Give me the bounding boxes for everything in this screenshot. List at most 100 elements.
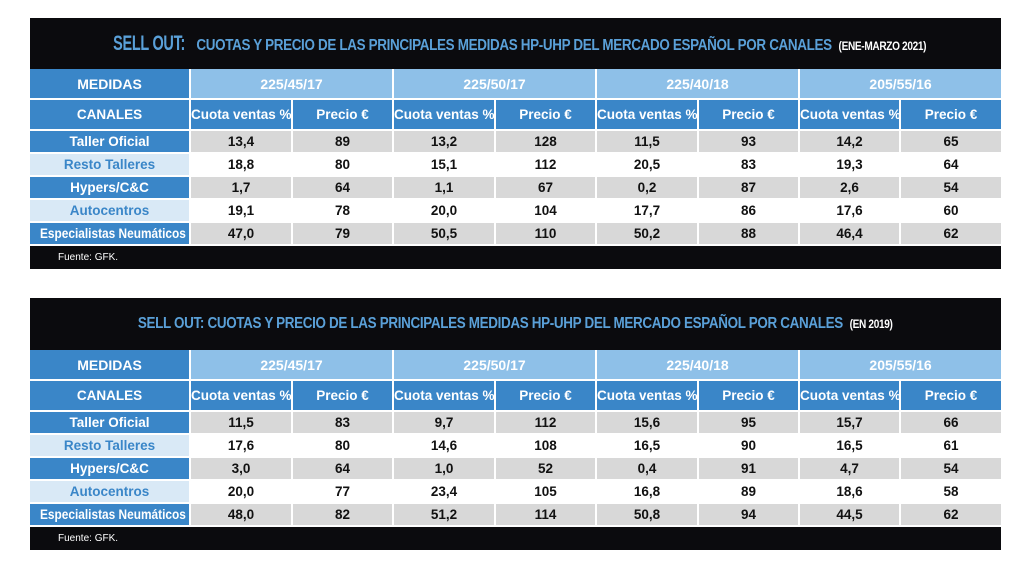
cell: 50,5 [393,222,497,246]
precio-header: Precio € [495,99,598,131]
cell: 1,1 [393,176,497,200]
cell: 17,7 [596,199,700,223]
cell: 1,7 [190,176,293,200]
cell: 44,5 [799,503,902,527]
cell: 78 [292,199,395,223]
cell: 16,5 [799,434,902,458]
table-row: Especialistas Neumáticos 47,0 79 50,5 11… [30,222,1002,246]
table-row: Hypers/C&C 1,7 64 1,1 67 0,2 87 2,6 54 [30,176,1002,200]
title-prefix: SELL OUT: [138,315,205,332]
cell: 1,0 [393,457,497,481]
title-prefix: SELL OUT: [112,31,185,55]
cell: 17,6 [190,434,293,458]
precio-header: Precio € [900,99,1002,131]
cuota-header: Cuota ventas % [190,380,293,412]
cell: 86 [698,199,801,223]
canal-label: Especialistas Neumáticos [30,503,191,527]
canal-label: Autocentros [30,199,191,223]
cell: 50,8 [596,503,700,527]
cell: 91 [698,457,801,481]
precio-header: Precio € [698,99,801,131]
medidas-header: MEDIDAS [30,69,191,100]
canal-label: Especialistas Neumáticos [30,222,191,246]
cell: 52 [495,457,598,481]
cell: 82 [292,503,395,527]
cell: 46,4 [799,222,902,246]
cell: 88 [698,222,801,246]
cell: 94 [698,503,801,527]
cell: 9,7 [393,411,497,435]
cell: 11,5 [596,130,700,154]
cell: 112 [495,411,598,435]
cell: 112 [495,153,598,177]
cell: 93 [698,130,801,154]
table-row: Autocentros 19,1 78 20,0 104 17,7 86 17,… [30,199,1002,223]
cell: 13,2 [393,130,497,154]
cell: 16,8 [596,480,700,504]
cell: 50,2 [596,222,700,246]
size-header: 225/40/18 [596,350,801,381]
medidas-header: MEDIDAS [30,350,191,381]
cuota-header: Cuota ventas % [190,99,293,131]
cell: 4,7 [799,457,902,481]
title-main: CUOTAS Y PRECIO DE LAS PRINCIPALES MEDID… [207,315,844,332]
canal-label: Hypers/C&C [30,457,191,481]
precio-header: Precio € [292,380,395,412]
sell-out-table-2019: SELL OUT: CUOTAS Y PRECIO DE LAS PRINCIP… [30,298,1002,550]
cuota-header: Cuota ventas % [393,99,497,131]
cell: 15,1 [393,153,497,177]
canal-label: Taller Oficial [30,130,191,154]
cuota-header: Cuota ventas % [799,380,902,412]
cell: 67 [495,176,598,200]
cell: 0,4 [596,457,700,481]
canal-label: Resto Talleres [30,434,191,458]
table-title: SELL OUT: CUOTAS Y PRECIO DE LAS PRINCIP… [30,298,1001,350]
cell: 66 [900,411,1002,435]
cell: 20,5 [596,153,700,177]
cell: 48,0 [190,503,293,527]
cell: 18,8 [190,153,293,177]
cell: 23,4 [393,480,497,504]
table-title: SELL OUT: CUOTAS Y PRECIO DE LAS PRINCIP… [30,18,1001,69]
cell: 62 [900,222,1002,246]
table-row: Autocentros 20,0 77 23,4 105 16,8 89 18,… [30,480,1002,504]
cell: 15,7 [799,411,902,435]
cell: 19,1 [190,199,293,223]
cell: 65 [900,130,1002,154]
title-main: CUOTAS Y PRECIO DE LAS PRINCIPALES MEDID… [196,36,832,54]
size-header: 225/45/17 [190,350,395,381]
precio-header: Precio € [900,380,1002,412]
cell: 61 [900,434,1002,458]
cell: 47,0 [190,222,293,246]
cell: 83 [292,411,395,435]
size-header: 225/45/17 [190,69,395,100]
data-grid: MEDIDAS 225/45/17 225/50/17 225/40/18 20… [30,350,1002,527]
cell: 54 [900,457,1002,481]
canal-label: Hypers/C&C [30,176,191,200]
cell: 64 [292,457,395,481]
data-grid: MEDIDAS 225/45/17 225/50/17 225/40/18 20… [30,69,1002,246]
cell: 11,5 [190,411,293,435]
table-row: Especialistas Neumáticos 48,0 82 51,2 11… [30,503,1002,527]
size-header: 225/50/17 [393,350,598,381]
cuota-header: Cuota ventas % [596,380,700,412]
cell: 17,6 [799,199,902,223]
cell: 54 [900,176,1002,200]
cell: 80 [292,153,395,177]
cell: 16,5 [596,434,700,458]
cell: 79 [292,222,395,246]
cell: 110 [495,222,598,246]
canal-label: Taller Oficial [30,411,191,435]
canal-label-text: Especialistas Neumáticos [39,507,186,522]
canal-label-text: Especialistas Neumáticos [39,226,186,241]
size-header: 205/55/16 [799,350,1002,381]
title-period: (ENE-MARZO 2021) [838,38,926,53]
cuota-header: Cuota ventas % [799,99,902,131]
cell: 95 [698,411,801,435]
cell: 20,0 [393,199,497,223]
canales-header: CANALES [30,380,191,412]
cell: 2,6 [799,176,902,200]
cell: 90 [698,434,801,458]
canal-label: Resto Talleres [30,153,191,177]
cell: 14,6 [393,434,497,458]
